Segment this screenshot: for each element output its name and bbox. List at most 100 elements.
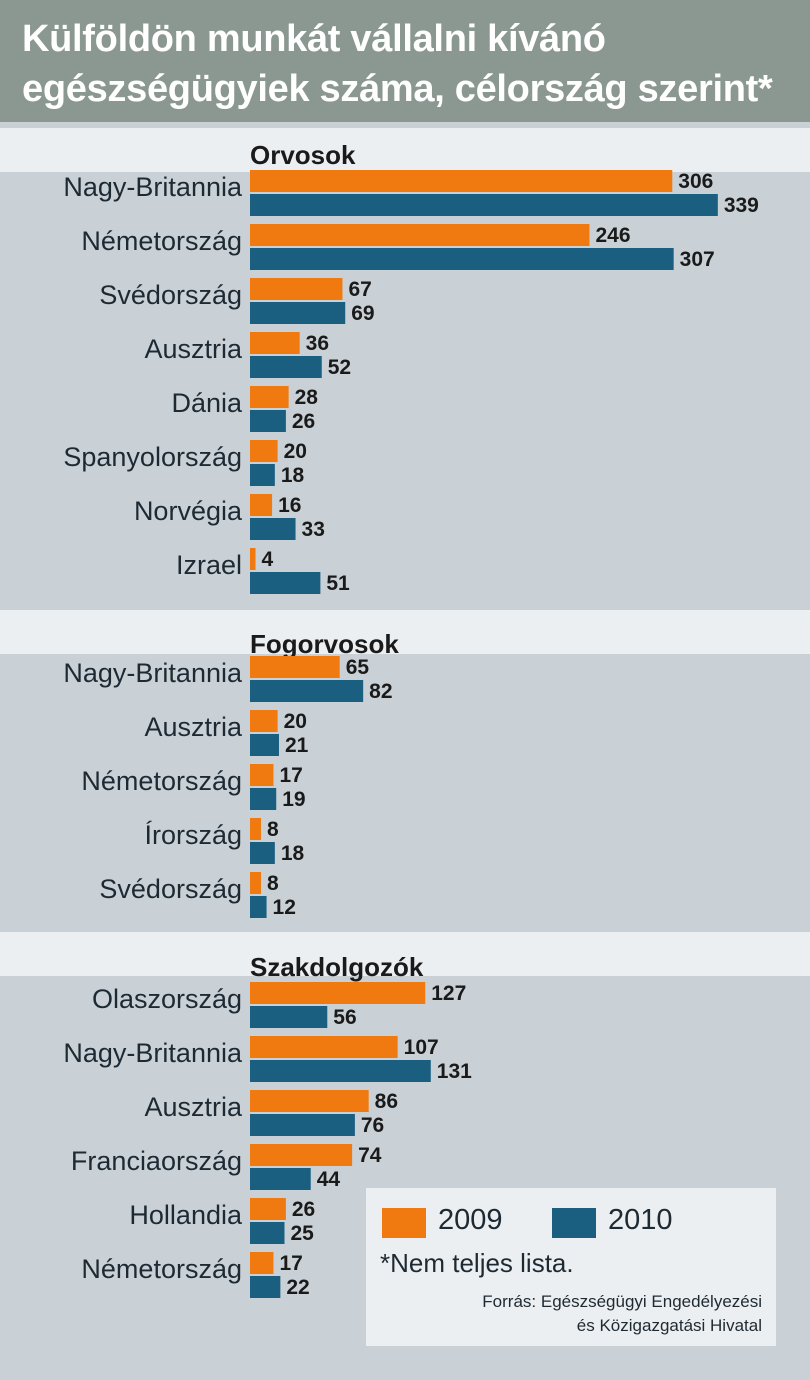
value-label-fogorvosok-nagy-britannia-2010: 82 (369, 680, 392, 703)
bar-szakdolgozok-olaszorszag-2010 (250, 1006, 328, 1028)
bar-szakdolgozok-nemetorszag-2010 (250, 1276, 281, 1298)
legend-label-2010: 2010 (608, 1204, 673, 1236)
bar-orvosok-ausztria-2010 (250, 356, 322, 378)
bar-orvosok-ausztria-2009 (250, 332, 300, 354)
value-label-szakdolgozok-olaszorszag-2010: 56 (333, 1006, 356, 1029)
legend-label-2009: 2009 (438, 1204, 503, 1236)
category-label-orvosok-dania: Dánia (171, 388, 243, 418)
bar-fogorvosok-svedorszag-2010 (250, 896, 267, 918)
bar-szakdolgozok-franciaorszag-2009 (250, 1144, 353, 1166)
value-label-orvosok-dania-2009: 28 (295, 386, 319, 409)
category-label-szakdolgozok-olaszorszag: Olaszország (92, 984, 242, 1014)
legend-swatch-2010 (552, 1208, 596, 1238)
category-label-orvosok-nemetorszag: Németország (81, 226, 242, 256)
category-label-fogorvosok-nemetorszag: Németország (81, 766, 242, 796)
category-label-orvosok-ausztria: Ausztria (144, 334, 243, 364)
bar-fogorvosok-irorszag-2010 (250, 842, 275, 864)
bar-orvosok-nemetorszag-2009 (250, 224, 590, 246)
value-label-fogorvosok-nemetorszag-2010: 19 (282, 788, 305, 811)
value-label-orvosok-ausztria-2009: 36 (306, 332, 329, 355)
bar-orvosok-izrael-2009 (250, 548, 256, 570)
value-label-fogorvosok-ausztria-2009: 20 (284, 710, 307, 733)
value-label-fogorvosok-irorszag-2010: 18 (281, 842, 305, 865)
bar-fogorvosok-nagy-britannia-2009 (250, 656, 340, 678)
category-label-fogorvosok-nagy-britannia: Nagy-Britannia (63, 658, 243, 688)
bar-orvosok-nemetorszag-2010 (250, 248, 674, 270)
value-label-szakdolgozok-hollandia-2009: 26 (292, 1198, 315, 1221)
section-title-orvosok: Orvosok (250, 140, 356, 170)
value-label-fogorvosok-irorszag-2009: 8 (267, 818, 279, 841)
section-band-fogorvosok (0, 610, 810, 654)
category-label-fogorvosok-irorszag: Írország (144, 820, 242, 850)
bar-szakdolgozok-nagy-britannia-2009 (250, 1036, 398, 1058)
bar-orvosok-nagy-britannia-2009 (250, 170, 673, 192)
value-label-orvosok-nemetorszag-2009: 246 (595, 224, 630, 247)
value-label-szakdolgozok-olaszorszag-2009: 127 (431, 982, 466, 1005)
value-label-orvosok-ausztria-2010: 52 (328, 356, 351, 379)
section-band-szakdolgozok (0, 932, 810, 976)
bar-szakdolgozok-hollandia-2009 (250, 1198, 286, 1220)
value-label-fogorvosok-ausztria-2010: 21 (285, 734, 309, 757)
value-label-fogorvosok-svedorszag-2009: 8 (267, 872, 279, 895)
category-label-szakdolgozok-nagy-britannia: Nagy-Britannia (63, 1038, 243, 1068)
value-label-fogorvosok-svedorszag-2010: 12 (273, 896, 296, 919)
category-label-szakdolgozok-franciaorszag: Franciaország (71, 1146, 242, 1176)
category-label-szakdolgozok-ausztria: Ausztria (144, 1092, 243, 1122)
bar-orvosok-dania-2009 (250, 386, 289, 408)
bar-orvosok-norvegia-2009 (250, 494, 273, 516)
chart-title-line-1: Külföldön munkát vállalni kívánó (22, 18, 606, 60)
category-label-orvosok-spanyolorszag: Spanyolország (63, 442, 242, 472)
value-label-orvosok-izrael-2009: 4 (262, 548, 274, 571)
value-label-szakdolgozok-franciaorszag-2010: 44 (317, 1168, 341, 1191)
category-label-orvosok-nagy-britannia: Nagy-Britannia (63, 172, 243, 202)
bar-orvosok-spanyolorszag-2009 (250, 440, 278, 462)
value-label-szakdolgozok-franciaorszag-2009: 74 (358, 1144, 382, 1167)
bar-szakdolgozok-hollandia-2010 (250, 1222, 285, 1244)
category-label-szakdolgozok-hollandia: Hollandia (129, 1200, 243, 1230)
value-label-szakdolgozok-nemetorszag-2009: 17 (279, 1252, 302, 1275)
title-bar: Külföldön munkát vállalni kívánó egészsé… (0, 0, 810, 122)
value-label-szakdolgozok-hollandia-2010: 25 (291, 1222, 315, 1245)
value-label-orvosok-norvegia-2009: 16 (278, 494, 301, 517)
bar-szakdolgozok-nemetorszag-2009 (250, 1252, 274, 1274)
value-label-orvosok-nagy-britannia-2009: 306 (678, 170, 713, 193)
bar-fogorvosok-ausztria-2010 (250, 734, 279, 756)
value-label-fogorvosok-nagy-britannia-2009: 65 (346, 656, 370, 679)
category-label-orvosok-svedorszag: Svédország (99, 280, 242, 310)
value-label-orvosok-spanyolorszag-2009: 20 (284, 440, 307, 463)
category-label-fogorvosok-svedorszag: Svédország (99, 874, 242, 904)
value-label-orvosok-izrael-2010: 51 (326, 572, 350, 595)
bar-fogorvosok-ausztria-2009 (250, 710, 278, 732)
value-label-orvosok-nemetorszag-2010: 307 (680, 248, 715, 271)
bar-orvosok-izrael-2010 (250, 572, 321, 594)
value-label-szakdolgozok-nagy-britannia-2010: 131 (437, 1060, 472, 1083)
legend-swatch-2009 (382, 1208, 426, 1238)
category-label-fogorvosok-ausztria: Ausztria (144, 712, 243, 742)
bar-szakdolgozok-ausztria-2010 (250, 1114, 355, 1136)
bar-orvosok-dania-2010 (250, 410, 286, 432)
value-label-fogorvosok-nemetorszag-2009: 17 (279, 764, 302, 787)
section-title-fogorvosok: Fogorvosok (250, 629, 399, 659)
bar-fogorvosok-svedorszag-2009 (250, 872, 262, 894)
bar-fogorvosok-nagy-britannia-2010 (250, 680, 364, 702)
bar-orvosok-svedorszag-2010 (250, 302, 346, 324)
legend-box: 2009 2010 *Nem teljes lista. Forrás: Egé… (366, 1188, 776, 1346)
bar-szakdolgozok-ausztria-2009 (250, 1090, 369, 1112)
value-label-szakdolgozok-nagy-britannia-2009: 107 (404, 1036, 439, 1059)
value-label-orvosok-svedorszag-2010: 69 (351, 302, 374, 325)
bar-szakdolgozok-franciaorszag-2010 (250, 1168, 311, 1190)
bar-szakdolgozok-olaszorszag-2009 (250, 982, 426, 1004)
bar-orvosok-norvegia-2010 (250, 518, 296, 540)
value-label-orvosok-svedorszag-2009: 67 (348, 278, 371, 301)
section-band-orvosok (0, 128, 810, 172)
bar-orvosok-nagy-britannia-2010 (250, 194, 718, 216)
footnote: *Nem teljes lista. (380, 1248, 574, 1278)
value-label-orvosok-nagy-britannia-2010: 339 (724, 194, 759, 217)
value-label-szakdolgozok-nemetorszag-2010: 22 (286, 1276, 309, 1299)
value-label-szakdolgozok-ausztria-2009: 86 (375, 1090, 398, 1113)
source-line-1: Forrás: Egészségügyi Engedélyezési (482, 1292, 762, 1311)
category-label-szakdolgozok-nemetorszag: Németország (81, 1254, 242, 1284)
value-label-orvosok-dania-2010: 26 (292, 410, 315, 433)
value-label-orvosok-norvegia-2010: 33 (302, 518, 325, 541)
